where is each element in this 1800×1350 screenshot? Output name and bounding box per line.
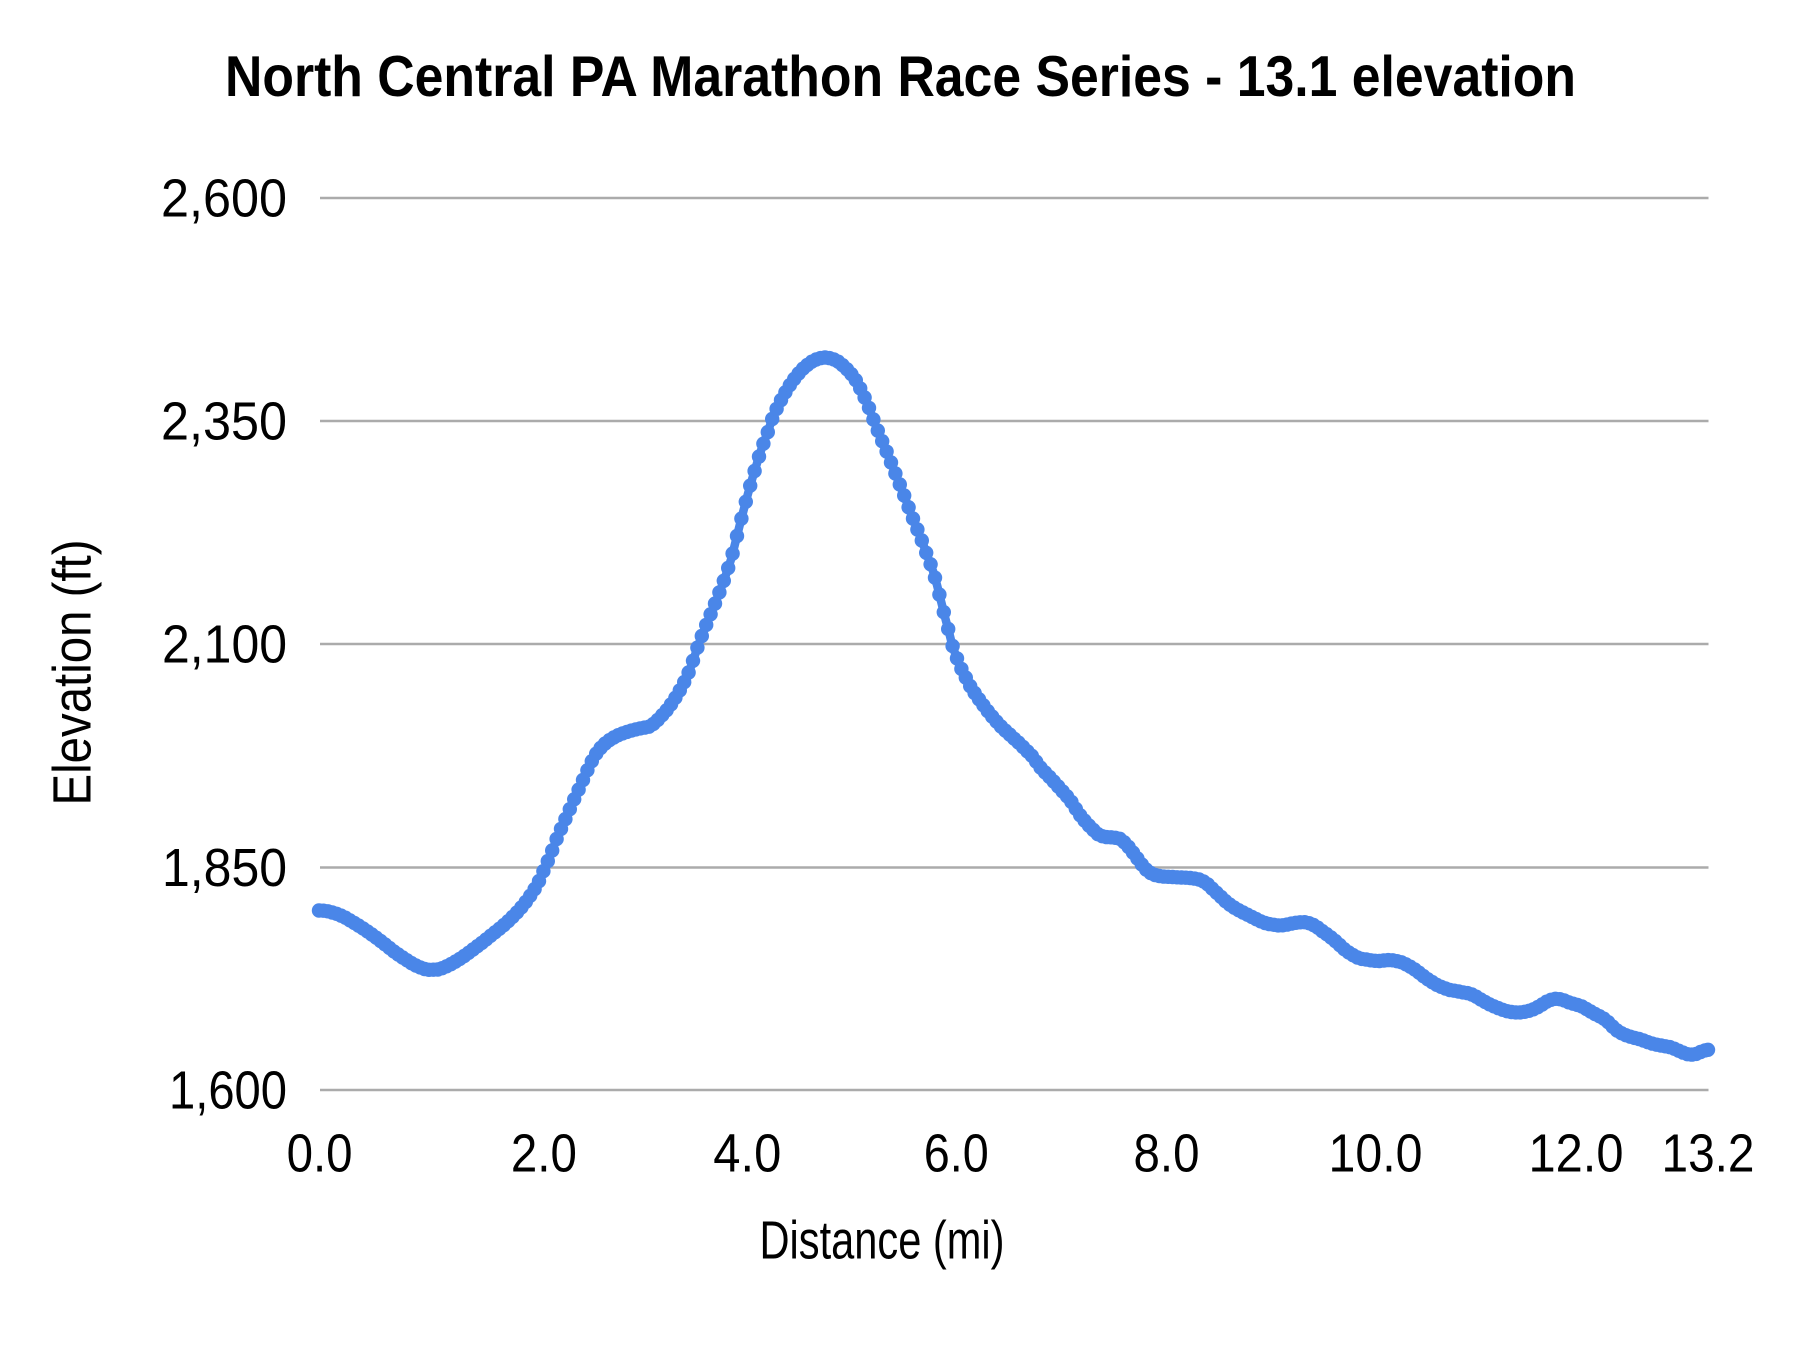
svg-text:2,600: 2,600	[161, 169, 287, 229]
svg-text:12.0: 12.0	[1529, 1123, 1624, 1183]
svg-text:0.0: 0.0	[287, 1123, 353, 1183]
svg-text:4.0: 4.0	[713, 1123, 781, 1183]
svg-text:2,350: 2,350	[161, 392, 287, 452]
svg-text:10.0: 10.0	[1329, 1123, 1423, 1183]
svg-text:2.0: 2.0	[511, 1123, 577, 1183]
svg-text:8.0: 8.0	[1134, 1123, 1200, 1183]
svg-text:Elevation (ft): Elevation (ft)	[43, 540, 102, 806]
svg-text:2,100: 2,100	[162, 615, 287, 675]
svg-text:Distance (mi): Distance (mi)	[760, 1212, 1005, 1271]
svg-text:6.0: 6.0	[924, 1123, 989, 1183]
svg-text:13.2: 13.2	[1662, 1123, 1755, 1183]
svg-text:1,600: 1,600	[169, 1061, 287, 1121]
svg-text:North Central PA Marathon Race: North Central PA Marathon Race Series - …	[225, 45, 1576, 109]
svg-text:1,850: 1,850	[162, 838, 287, 898]
